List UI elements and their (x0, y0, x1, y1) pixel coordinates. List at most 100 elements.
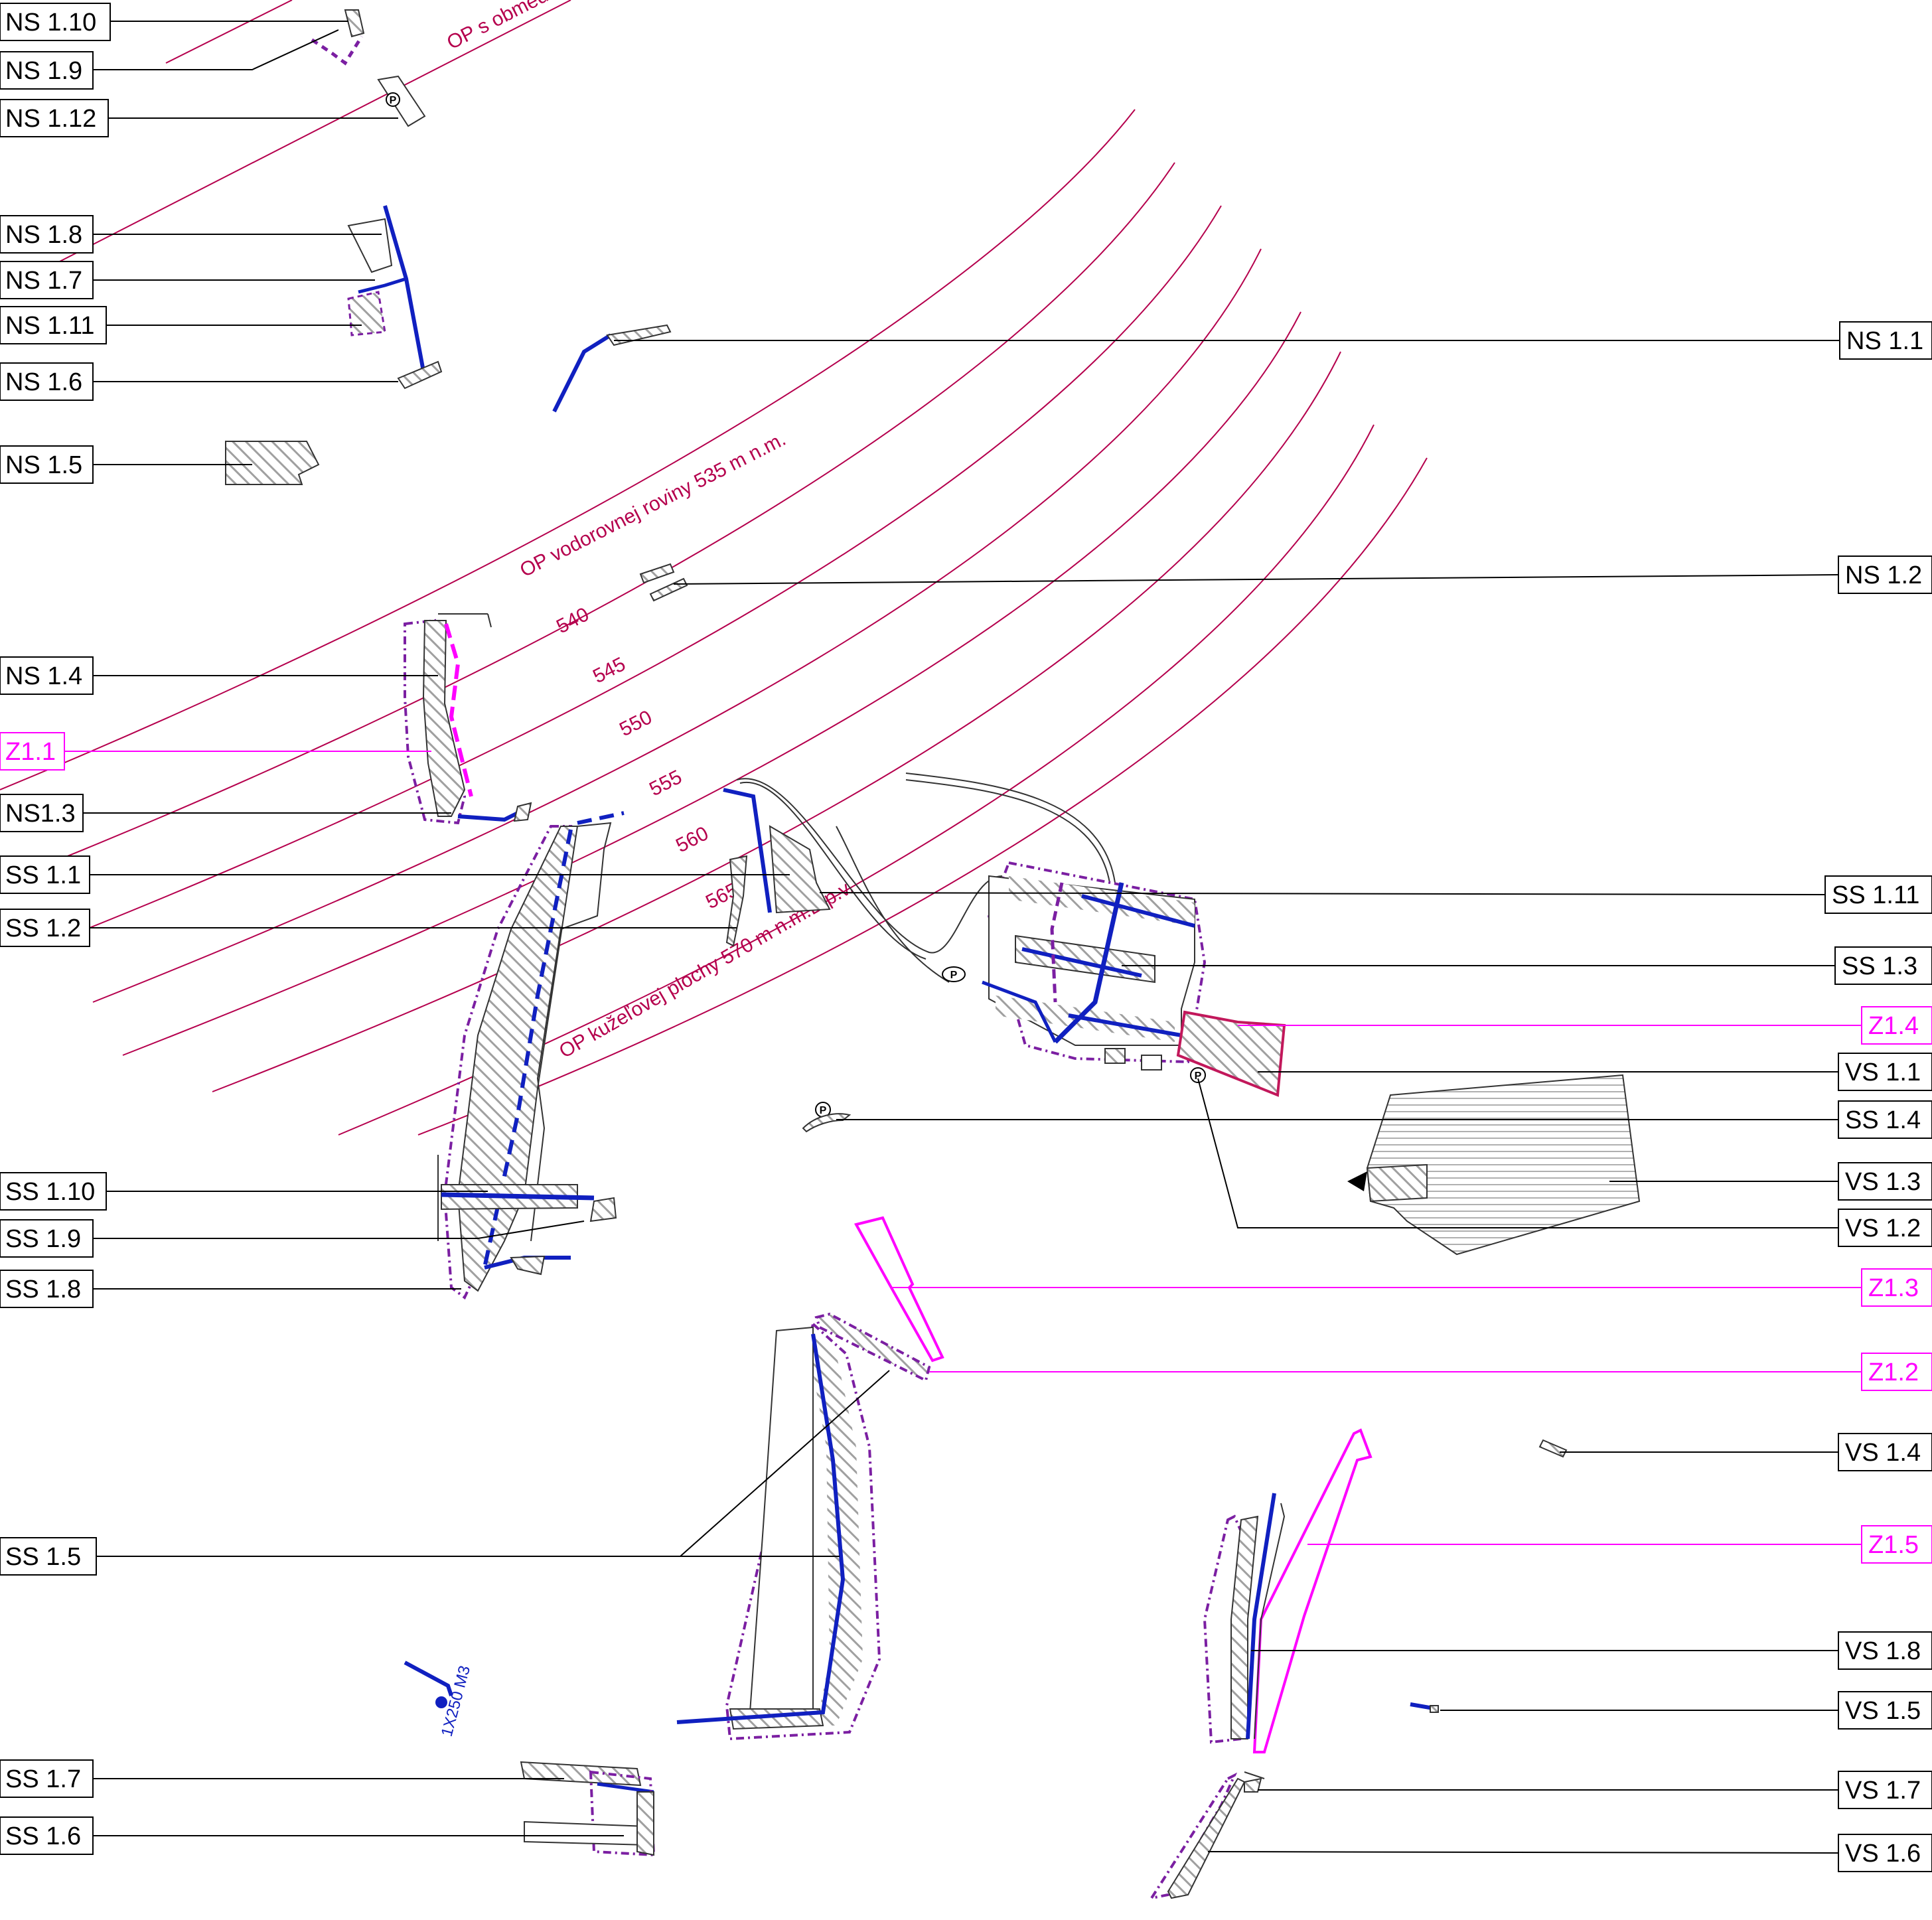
svg-text:SS 1.4: SS 1.4 (1845, 1106, 1921, 1134)
area-ns110 (344, 9, 365, 38)
svg-text:VS 1.5: VS 1.5 (1845, 1697, 1921, 1725)
arc-555 (122, 311, 1301, 1056)
leader-lines (83, 21, 1840, 1854)
label-ss11[interactable]: SS 1.1 (0, 855, 90, 894)
label-z12[interactable]: Z1.2 (1861, 1353, 1932, 1391)
area-ns13 (513, 802, 532, 822)
leader-ss19 (93, 1220, 585, 1239)
annot-540: 540 (553, 603, 593, 638)
svg-text:SS 1.1: SS 1.1 (5, 861, 81, 889)
label-ns15[interactable]: NS 1.5 (0, 445, 94, 484)
area-vs17 (1244, 1777, 1262, 1793)
label-vs16[interactable]: VS 1.6 (1838, 1834, 1932, 1872)
annot-op-obmedz: OP s obmed (443, 0, 552, 54)
area-ss18 (510, 1255, 546, 1276)
road-ns13 (457, 811, 519, 822)
svg-text:SS 1.6: SS 1.6 (5, 1822, 81, 1850)
svg-text:NS 1.1: NS 1.1 (1846, 327, 1923, 355)
road-ss17 (597, 1782, 654, 1794)
label-ns14[interactable]: NS 1.4 (0, 656, 94, 695)
label-ns11[interactable]: NS 1.1 (1839, 321, 1932, 360)
svg-text:NS 1.9: NS 1.9 (5, 57, 82, 85)
label-ss14[interactable]: SS 1.4 (1838, 1100, 1932, 1139)
label-ns19[interactable]: NS 1.9 (0, 51, 94, 90)
parking-ss13-a (942, 966, 966, 982)
label-ns17[interactable]: NS 1.7 (0, 261, 94, 299)
svg-text:VS 1.3: VS 1.3 (1845, 1168, 1921, 1196)
building-vs11-a (1104, 1048, 1126, 1064)
label-ss12[interactable]: SS 1.2 (0, 909, 90, 947)
svg-text:NS 1.10: NS 1.10 (5, 9, 96, 37)
label-vs17[interactable]: VS 1.7 (1838, 1771, 1932, 1809)
svg-text:Z1.1: Z1.1 (5, 738, 56, 766)
label-ns111[interactable]: NS 1.11 (0, 306, 107, 344)
area-vs14 (1538, 1439, 1568, 1458)
boundary-ss13-inner (1050, 882, 1064, 1003)
label-z13[interactable]: Z1.3 (1861, 1268, 1932, 1307)
road-ss13-low (1068, 1013, 1182, 1037)
area-ns12b (649, 577, 688, 602)
road-ss11 (723, 788, 772, 913)
label-vs18[interactable]: VS 1.8 (1838, 1631, 1932, 1670)
parking-letter-ss13: P (950, 970, 958, 981)
label-ss15[interactable]: SS 1.5 (0, 1537, 97, 1576)
label-ss13[interactable]: SS 1.3 (1834, 946, 1932, 985)
leader-lines-zones (64, 751, 1862, 1545)
road-ss110 (441, 1192, 595, 1201)
area-ss-corridor (457, 826, 579, 1292)
label-ss111[interactable]: SS 1.11 (1824, 875, 1932, 914)
label-vs12[interactable]: VS 1.2 (1838, 1209, 1932, 1247)
label-ss110[interactable]: SS 1.10 (0, 1172, 107, 1211)
label-ss16[interactable]: SS 1.6 (0, 1816, 94, 1855)
svg-text:NS1.3: NS1.3 (5, 800, 76, 828)
area-vs16 (1167, 1777, 1246, 1899)
label-ns110[interactable]: NS 1.10 (0, 3, 111, 41)
svg-text:SS 1.5: SS 1.5 (5, 1543, 81, 1571)
svg-text:NS 1.11: NS 1.11 (5, 312, 94, 340)
label-vs14[interactable]: VS 1.4 (1838, 1433, 1932, 1471)
svg-text:NS 1.2: NS 1.2 (1845, 561, 1922, 589)
svg-text:VS 1.4: VS 1.4 (1845, 1439, 1921, 1467)
label-ns18[interactable]: NS 1.8 (0, 215, 94, 254)
area-ns18 (347, 218, 393, 273)
svg-text:SS 1.7: SS 1.7 (5, 1765, 81, 1793)
label-vs15[interactable]: VS 1.5 (1838, 1691, 1932, 1730)
road-ss13-main (1053, 882, 1124, 1044)
label-z15[interactable]: Z1.5 (1861, 1525, 1932, 1564)
label-vs13[interactable]: VS 1.3 (1838, 1162, 1932, 1201)
svg-text:VS 1.7: VS 1.7 (1845, 1777, 1921, 1805)
arc-550 (92, 248, 1262, 1003)
svg-text:NS 1.8: NS 1.8 (5, 221, 82, 249)
pipe-tank (404, 1661, 453, 1696)
parking-letter-ss14: P (820, 1105, 827, 1116)
label-z14[interactable]: Z1.4 (1861, 1006, 1932, 1045)
area-ss17 (520, 1761, 642, 1787)
svg-text:Z1.2: Z1.2 (1868, 1359, 1919, 1386)
leader-vs12 (1197, 1078, 1838, 1228)
area-ns11 (606, 324, 672, 346)
label-ns13[interactable]: NS1.3 (0, 794, 84, 832)
svg-text:SS 1.3: SS 1.3 (1842, 952, 1917, 980)
zone-z15 (1252, 1428, 1373, 1753)
label-ss17[interactable]: SS 1.7 (0, 1759, 94, 1798)
road-ss13-cross (1021, 947, 1142, 978)
label-ns12[interactable]: NS 1.2 (1838, 555, 1932, 594)
label-ns16[interactable]: NS 1.6 (0, 362, 94, 401)
svg-text:Z1.3: Z1.3 (1868, 1274, 1919, 1302)
area-vs15 (1430, 1705, 1439, 1713)
boundary-ns19 (311, 35, 364, 66)
road-ns11 (552, 333, 612, 413)
label-ns112[interactable]: NS 1.12 (0, 99, 109, 137)
label-z11[interactable]: Z1.1 (0, 732, 65, 771)
svg-text:SS 1.11: SS 1.11 (1832, 881, 1919, 909)
label-vs11[interactable]: VS 1.1 (1838, 1053, 1932, 1091)
outline-vs18 (1254, 1503, 1286, 1739)
label-ss18[interactable]: SS 1.8 (0, 1270, 94, 1308)
label-ss19[interactable]: SS 1.9 (0, 1219, 94, 1258)
area-ss16-hatch (636, 1791, 654, 1856)
area-ss15-hatch (810, 1327, 863, 1726)
svg-text:NS 1.7: NS 1.7 (5, 267, 82, 295)
area-ss11 (769, 825, 831, 914)
svg-text:NS 1.12: NS 1.12 (5, 105, 96, 133)
